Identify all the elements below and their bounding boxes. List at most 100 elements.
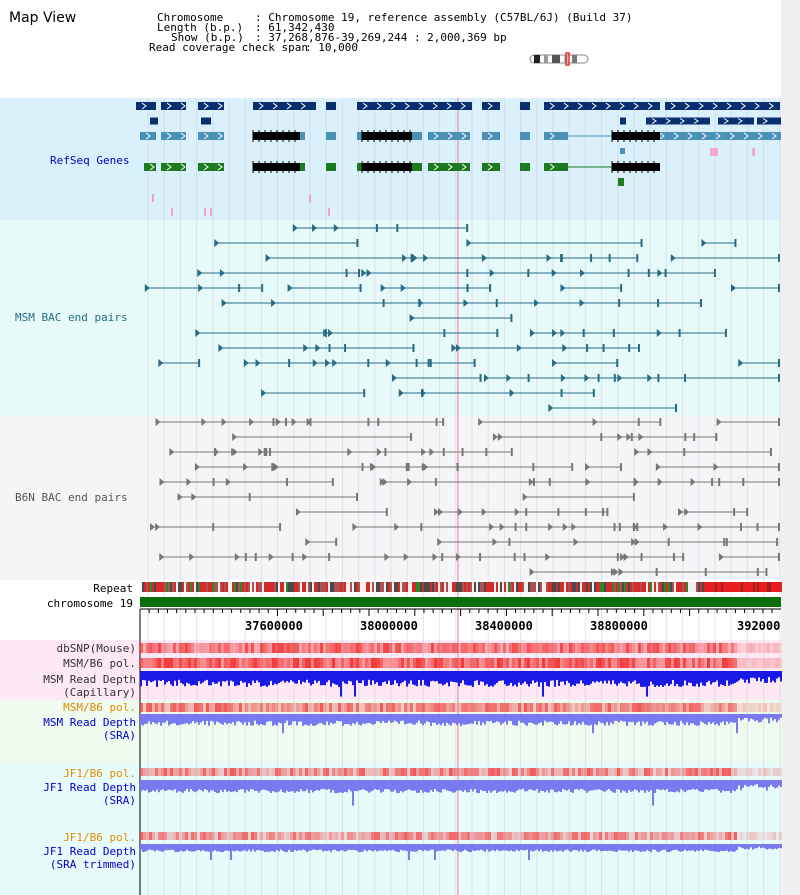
depth-bar xyxy=(736,714,738,734)
depth-bar xyxy=(704,780,706,790)
depth-bar xyxy=(502,780,504,792)
depth-bar xyxy=(182,844,184,852)
depth-bar xyxy=(698,714,700,726)
msm-depth-capillary-label[interactable]: MSM Read Depth xyxy=(43,673,136,686)
depth-bar xyxy=(380,714,382,724)
pol-heat-cell xyxy=(482,832,485,840)
pol-heat-cell xyxy=(542,703,545,712)
pol-heat-cell xyxy=(725,658,728,668)
jf1-depth-sra-label[interactable]: JF1 Read Depth xyxy=(43,781,136,794)
pol-heat-cell xyxy=(515,658,518,668)
bac-end-marker xyxy=(356,239,359,247)
pol-heat-cell xyxy=(368,658,371,668)
pol-heat-cell xyxy=(647,768,650,776)
repeat-block xyxy=(324,582,326,592)
pol-heat-cell xyxy=(542,658,545,668)
chromosome-ideogram[interactable] xyxy=(528,52,592,66)
pol-heat-cell xyxy=(554,768,557,776)
repeat-block xyxy=(402,582,404,592)
depth-bar xyxy=(628,780,630,791)
pol-heat-cell xyxy=(149,768,152,776)
pol-heat-cell xyxy=(764,643,767,653)
gene-chevron xyxy=(487,102,493,110)
pol-heat-cell xyxy=(452,643,455,653)
pol-heat-cell xyxy=(542,832,545,840)
depth-bar xyxy=(642,780,644,791)
repeat-block xyxy=(600,582,602,592)
repeat-block xyxy=(550,582,552,592)
pol-heat-cell xyxy=(326,832,329,840)
depth-bar xyxy=(712,714,714,723)
pol-heat-cell xyxy=(641,703,644,712)
depth-bar xyxy=(490,671,492,686)
repeat-block xyxy=(386,582,388,592)
pol-heat-cell xyxy=(539,703,542,712)
depth-bar xyxy=(762,671,764,679)
repeat-block xyxy=(238,582,240,592)
bac-end-marker xyxy=(186,478,192,486)
bac-end-marker xyxy=(361,269,367,277)
depth-bar xyxy=(188,671,190,684)
repeat-block xyxy=(180,582,182,592)
pol-heat-cell xyxy=(659,643,662,653)
pol-heat-cell xyxy=(524,658,527,668)
msm-depth-sra-label[interactable]: MSM Read Depth xyxy=(43,716,136,729)
pol-heat-cell xyxy=(647,703,650,712)
pol-heat-cell xyxy=(734,643,737,653)
depth-bar xyxy=(436,844,438,852)
repeat-block xyxy=(650,582,652,592)
bac-end-marker xyxy=(631,538,637,546)
jf1-b6-pol-label-2[interactable]: JF1/B6 pol. xyxy=(63,831,136,844)
pol-heat-cell xyxy=(197,703,200,712)
refseq-genes-label[interactable]: RefSeq Genes xyxy=(50,154,130,167)
depth-bar xyxy=(700,844,702,850)
gene-chevron xyxy=(665,118,671,124)
depth-bar xyxy=(248,671,250,684)
bac-end-marker xyxy=(234,553,240,561)
pol-heat-cell xyxy=(230,643,233,653)
depth-bar xyxy=(746,844,748,849)
depth-bar xyxy=(706,671,708,683)
depth-bar xyxy=(238,780,240,790)
depth-bar xyxy=(596,714,598,726)
depth-bar xyxy=(636,671,638,684)
b6n-bac-label[interactable]: B6N BAC end pairs xyxy=(15,491,128,504)
pol-heat-cell xyxy=(500,832,503,840)
jf1-depth-trimmed-label[interactable]: JF1 Read Depth xyxy=(43,845,136,858)
pol-heat-cell xyxy=(773,768,776,776)
depth-bar xyxy=(356,671,358,681)
depth-bar xyxy=(660,714,662,722)
depth-bar xyxy=(202,780,204,792)
depth-bar xyxy=(440,671,442,684)
pol-heat-cell xyxy=(257,658,260,668)
depth-bar xyxy=(724,844,726,851)
depth-bar xyxy=(292,714,294,722)
dbsnp-label[interactable]: dbSNP(Mouse) xyxy=(56,642,136,655)
depth-bar xyxy=(704,671,706,686)
bac-end-marker xyxy=(194,463,200,471)
depth-bar xyxy=(332,844,334,851)
msm-b6-pol-label-2[interactable]: MSM/B6 pol. xyxy=(63,701,136,714)
gene-chevron xyxy=(651,118,657,124)
pol-heat-cell xyxy=(431,643,434,653)
depth-bar xyxy=(338,780,340,793)
depth-bar xyxy=(494,844,496,852)
pol-heat-cell xyxy=(344,658,347,668)
bac-end-marker xyxy=(248,493,251,501)
depth-bar xyxy=(396,714,398,722)
depth-bar xyxy=(376,671,378,683)
jf1-b6-pol-label[interactable]: JF1/B6 pol. xyxy=(63,767,136,780)
pol-heat-cell xyxy=(608,658,611,668)
depth-bar xyxy=(156,780,158,790)
pol-heat-cell xyxy=(143,658,146,668)
msm-bac-label[interactable]: MSM BAC end pairs xyxy=(15,311,128,324)
gene-chevron xyxy=(404,102,410,110)
pol-heat-cell xyxy=(257,832,260,840)
depth-bar xyxy=(272,844,274,852)
depth-bar xyxy=(256,780,258,791)
depth-bar xyxy=(142,671,144,681)
pol-heat-cell xyxy=(335,768,338,776)
depth-bar xyxy=(726,714,728,722)
msm-b6-pol-label[interactable]: MSM/B6 pol. xyxy=(63,657,136,670)
